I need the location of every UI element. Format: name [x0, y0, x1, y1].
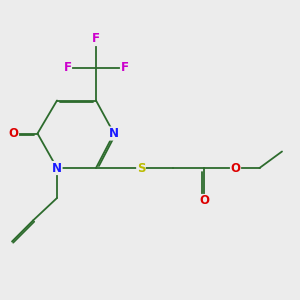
Text: F: F [64, 61, 71, 74]
Text: O: O [199, 194, 209, 208]
Text: N: N [109, 127, 119, 140]
Text: F: F [121, 61, 128, 74]
Text: S: S [137, 161, 145, 175]
Text: F: F [92, 32, 100, 46]
Text: N: N [52, 161, 62, 175]
Text: O: O [230, 161, 241, 175]
Text: O: O [8, 127, 19, 140]
